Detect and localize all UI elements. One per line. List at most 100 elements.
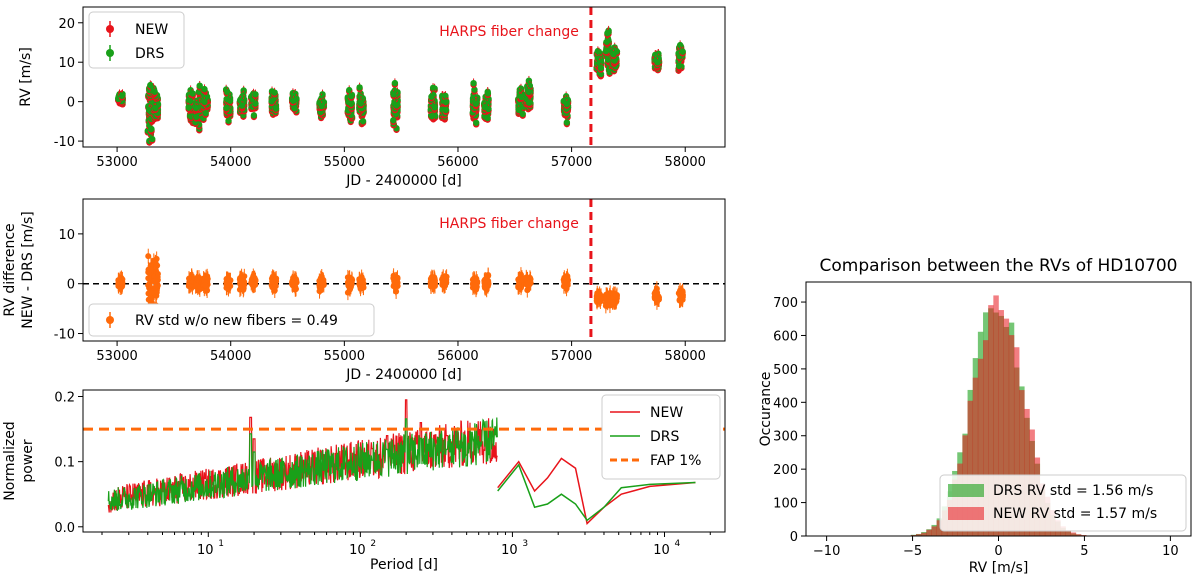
diff-point	[151, 278, 158, 285]
drs-point	[152, 105, 159, 112]
drs-point	[442, 92, 449, 99]
drs-point	[393, 102, 400, 109]
drs-point	[252, 100, 259, 107]
diff-point	[472, 282, 479, 289]
drs-point	[201, 98, 208, 106]
drs-point	[192, 104, 200, 112]
drs-point	[442, 106, 450, 114]
drs-point	[485, 105, 492, 113]
drs-point	[429, 84, 437, 92]
diff-point	[515, 282, 522, 289]
x-tick-label: 56000	[437, 155, 478, 170]
drs-point	[186, 97, 194, 105]
drs-point	[675, 62, 683, 70]
drs-point	[193, 113, 200, 121]
drs-periodogram-dense	[107, 417, 498, 511]
y-axis-label-line1: RV difference	[2, 223, 18, 316]
x-tick-label: 58000	[665, 349, 706, 364]
x-tick-exponent: 2	[370, 539, 376, 549]
legend-box	[601, 394, 721, 480]
y-tick-label: 0	[67, 278, 75, 293]
legend: NEW DRS	[88, 11, 185, 69]
x-tick-label: 10	[349, 543, 366, 558]
x-tick-exponent: 3	[522, 539, 528, 549]
rv-difference-panel: HARPS fiber change 53000 54000 55000 56000 57…	[2, 198, 726, 383]
drs-point	[189, 90, 196, 97]
axes-frame	[82, 198, 726, 342]
drs-point	[428, 112, 436, 120]
diff-point	[561, 279, 568, 286]
drs-point	[185, 104, 193, 111]
x-tick-label: 57000	[551, 349, 592, 364]
x-tick-label: 53000	[96, 155, 137, 170]
diff-point	[272, 283, 279, 290]
drs-point	[357, 100, 365, 107]
x-axis-label: Period [d]	[370, 557, 438, 573]
diff-point	[442, 282, 449, 289]
x-tick-label: 55000	[324, 155, 365, 170]
drs-point	[431, 104, 438, 111]
y-axis-label-line2: NEW - DRS [m/s]	[20, 211, 36, 329]
legend-marker	[106, 49, 114, 57]
drs-point	[676, 41, 684, 49]
x-tick-label: 55000	[324, 349, 365, 364]
drs-point	[271, 89, 278, 96]
y-tick-label: 0.2	[54, 391, 75, 406]
drs-point	[202, 109, 209, 117]
diff-point	[677, 294, 684, 301]
drs-point	[515, 106, 522, 114]
drs-point	[603, 38, 611, 45]
diff-point	[201, 282, 208, 289]
drs-point	[597, 64, 605, 72]
legend-box	[88, 303, 375, 337]
drs-point	[484, 90, 492, 97]
drs-point	[442, 98, 450, 106]
new-periodogram-line	[497, 457, 696, 525]
drs-point	[272, 105, 280, 112]
drs-point	[147, 125, 155, 133]
x-tick-label: 54000	[210, 155, 251, 170]
drs-point	[525, 88, 532, 96]
drs-point	[602, 47, 610, 55]
drs-point	[525, 99, 533, 106]
diff-point	[612, 290, 619, 297]
legend-label: RV std w/o new fibers = 0.49	[135, 313, 338, 329]
diff-point	[481, 280, 488, 287]
drs-point	[252, 91, 259, 98]
legend-label: DRS	[650, 429, 680, 445]
drs-point	[471, 86, 478, 93]
diff-point	[224, 281, 231, 288]
periodogram-panel: 10 1 10 2 10 3 10 4 0.0 0.1 0.2 Period [d] Normalize…	[2, 389, 726, 573]
diff-point	[517, 271, 524, 278]
drs-point	[196, 82, 203, 89]
drs-point	[610, 51, 617, 58]
diff-point	[594, 292, 601, 299]
drs-point	[359, 118, 367, 125]
diff-point	[609, 299, 616, 306]
diff-point	[145, 253, 152, 260]
diff-point	[185, 283, 192, 290]
drs-point	[226, 97, 234, 104]
diff-point	[273, 275, 280, 282]
x-tick-label: 10	[501, 543, 518, 558]
drs-point	[268, 98, 275, 105]
x-tick-label: 10	[197, 543, 214, 558]
y-tick-label: 10	[58, 56, 75, 71]
axes-frame	[82, 389, 726, 533]
drs-point	[519, 110, 526, 118]
drs-point	[604, 29, 611, 37]
legend: RV std w/o new fibers = 0.49	[88, 303, 375, 337]
periodogram-lines	[107, 399, 696, 525]
x-tick-label: 54000	[210, 349, 251, 364]
diff-point	[154, 274, 161, 281]
drs-point	[470, 79, 477, 87]
diff-point	[655, 296, 662, 303]
diff-point	[119, 281, 126, 288]
diff-point	[152, 284, 159, 291]
diff-point	[429, 281, 436, 288]
drs-point	[472, 100, 480, 107]
diff-point	[563, 285, 570, 292]
x-axis-label: JD - 2400000 [d]	[345, 173, 461, 189]
x-tick-label: 53000	[96, 349, 137, 364]
